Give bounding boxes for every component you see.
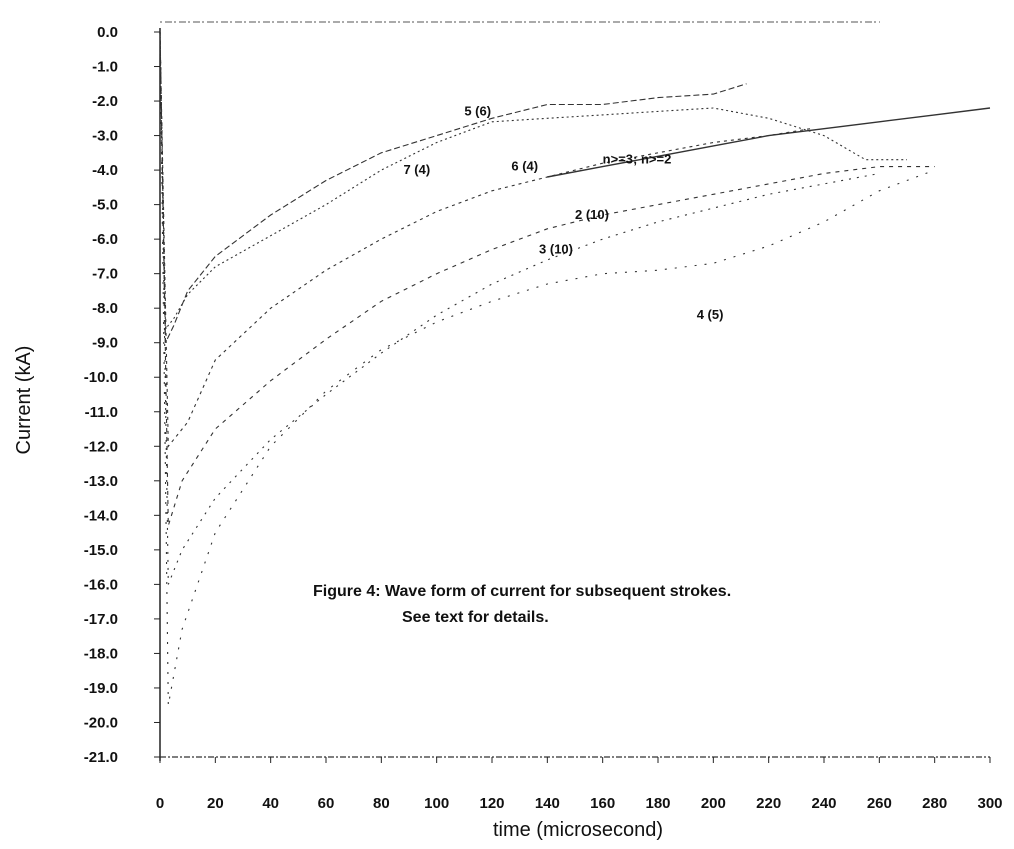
y-tick-label: -7.0 bbox=[92, 266, 118, 283]
x-tick-label: 40 bbox=[262, 795, 279, 812]
x-tick-label: 100 bbox=[424, 795, 449, 812]
series-line bbox=[159, 31, 907, 331]
x-tick-label: 80 bbox=[373, 795, 390, 812]
series-label: 7 (4) bbox=[403, 162, 430, 177]
y-tick-label: -5.0 bbox=[92, 197, 118, 214]
series-label: 5 (6) bbox=[464, 103, 491, 118]
y-tick-label: -2.0 bbox=[92, 93, 118, 110]
y-tick-label: -3.0 bbox=[92, 128, 118, 145]
plot-frame bbox=[159, 21, 990, 761]
x-tick-label: 260 bbox=[867, 795, 892, 812]
y-tick-label: -17.0 bbox=[84, 611, 118, 628]
y-axis-title: Current (kA) bbox=[13, 346, 35, 455]
x-tick-label: 140 bbox=[535, 795, 560, 812]
y-tick-label: -20.0 bbox=[84, 714, 118, 731]
y-tick-label: -13.0 bbox=[84, 473, 118, 490]
series-line bbox=[159, 31, 935, 526]
y-tick-label: -4.0 bbox=[92, 162, 118, 179]
figure-caption-line-1: Figure 4: Wave form of current for subse… bbox=[313, 583, 731, 600]
x-tick-label: 160 bbox=[590, 795, 615, 812]
x-tick-label: 300 bbox=[977, 795, 1002, 812]
series-line bbox=[159, 31, 880, 585]
y-tick-label: -19.0 bbox=[84, 680, 118, 697]
y-tick-label: -1.0 bbox=[92, 59, 118, 76]
series-line bbox=[547, 107, 991, 178]
y-tick-label: -21.0 bbox=[84, 749, 118, 766]
figure-caption-line-2: See text for details. bbox=[402, 609, 549, 626]
y-tick-label: -11.0 bbox=[85, 404, 118, 421]
y-tick-label: -12.0 bbox=[84, 438, 118, 455]
series-label: 3 (10) bbox=[539, 242, 573, 257]
series-label: 2 (10) bbox=[575, 207, 609, 222]
y-tick-label: -10.0 bbox=[84, 369, 118, 386]
x-tick-label: 240 bbox=[811, 795, 836, 812]
x-tick-label: 20 bbox=[207, 795, 224, 812]
x-tick-label: 120 bbox=[479, 795, 504, 812]
y-tick-label: -18.0 bbox=[84, 645, 118, 662]
series-line bbox=[159, 31, 935, 706]
x-tick-label: 280 bbox=[922, 795, 947, 812]
y-tick-label: -15.0 bbox=[84, 542, 118, 559]
x-tick-label: 60 bbox=[318, 795, 335, 812]
x-tick-label: 180 bbox=[645, 795, 670, 812]
series-lines bbox=[159, 31, 991, 706]
y-tick-label: -9.0 bbox=[92, 335, 118, 352]
y-tick-label: -6.0 bbox=[92, 231, 118, 248]
series-label: 6 (4) bbox=[511, 159, 538, 174]
series-labels: 5 (6) 7 (4) 6 (4) n>=3; n>=2 2 (10) 3 (10) 4 (… bbox=[403, 103, 723, 322]
y-tick-label: -16.0 bbox=[84, 576, 118, 593]
y-axis-ticks: 0.0 -1.0 -2.0 -3.0 -4.0 -5.0 -6.0 -7.0 -8.0 -9.0 -… bbox=[84, 24, 160, 766]
x-axis-title: time (microsecond) bbox=[493, 819, 663, 841]
y-tick-label: 0.0 bbox=[97, 24, 118, 41]
x-tick-label: 0 bbox=[156, 795, 164, 812]
y-tick-label: -8.0 bbox=[92, 300, 118, 317]
series-line bbox=[159, 31, 747, 343]
x-axis-ticks: 0 20 40 60 80 100 120 140 160 180 200 220 240 260 280 3… bbox=[156, 757, 1003, 812]
y-tick-label: -14.0 bbox=[84, 507, 118, 524]
series-label: 4 (5) bbox=[697, 307, 724, 322]
x-tick-label: 220 bbox=[756, 795, 781, 812]
x-tick-label: 200 bbox=[701, 795, 726, 812]
series-label: n>=3; n>=2 bbox=[603, 152, 672, 167]
